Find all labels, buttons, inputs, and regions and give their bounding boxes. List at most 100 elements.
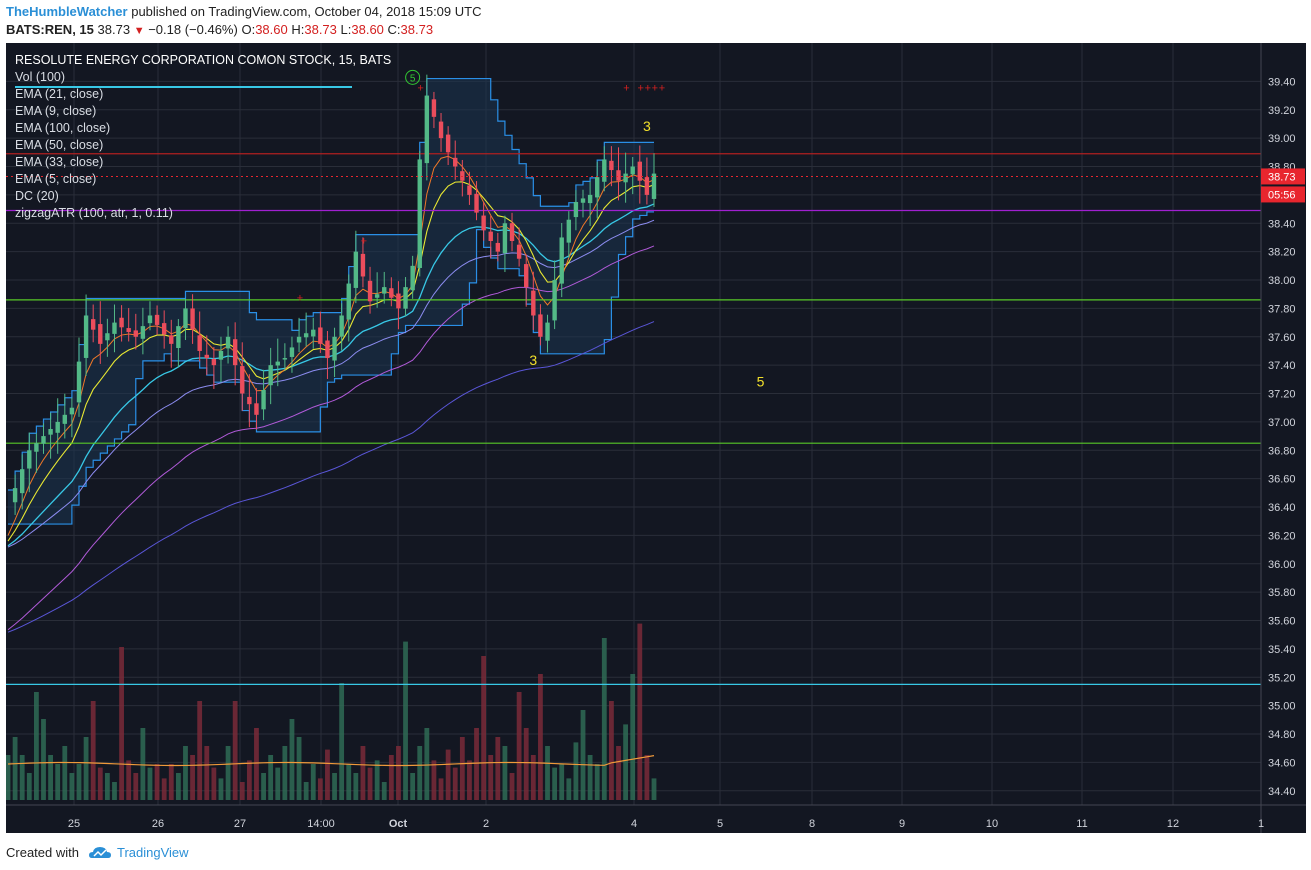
legend-item[interactable]: zigzagATR (100, atr, 1, 0.11) [15, 206, 173, 220]
candle-body [41, 436, 46, 444]
donchian-lower [8, 211, 654, 525]
volume-bar [438, 778, 444, 800]
price-tick-label: 35.40 [1268, 644, 1296, 656]
volume-bar [325, 749, 330, 800]
volume-bar [289, 719, 295, 800]
last-price: 38.73 [97, 22, 131, 37]
volume-bar [474, 728, 479, 800]
candle-body [318, 327, 323, 344]
legend-item[interactable]: EMA (100, close) [15, 121, 111, 135]
volume-bar [211, 767, 217, 800]
candle-body [254, 403, 259, 415]
legend-item[interactable]: DC (20) [15, 189, 59, 203]
volume-bar [26, 773, 32, 800]
candle-body [566, 219, 572, 243]
symbol-label: BATS:REN, 15 [6, 22, 94, 37]
volume-bar [261, 773, 266, 800]
high-value: 38.73 [304, 22, 337, 37]
volume-bar [154, 764, 160, 800]
ema-5-line [7, 155, 655, 536]
price-tick-label: 39.20 [1268, 105, 1296, 117]
candle-body [90, 319, 96, 330]
legend-item[interactable]: EMA (33, close) [15, 155, 104, 169]
legend-underline [15, 86, 352, 88]
candle-body [644, 177, 650, 195]
volume-bar [424, 728, 430, 800]
candle-body [580, 198, 586, 203]
candle-body [83, 315, 89, 358]
volume-bar [367, 767, 373, 800]
volume-bar [161, 778, 167, 800]
volume-bar [410, 773, 416, 800]
time-tick-label: 25 [68, 818, 80, 830]
volume-bar [516, 692, 522, 800]
candle-body [325, 340, 330, 359]
volume-bar [33, 692, 39, 800]
candle-body [232, 339, 238, 366]
candle-body [595, 177, 600, 198]
candle-body [176, 326, 181, 349]
candle-body [531, 290, 536, 316]
open-value: 38.60 [255, 22, 288, 37]
candle-body [431, 99, 437, 117]
legend-item[interactable]: EMA (5, close) [15, 172, 97, 186]
footer: Created with TradingView [6, 845, 189, 860]
legend-item[interactable]: Vol (100) [15, 70, 66, 84]
volume-bar [112, 782, 117, 800]
author-link[interactable]: TheHumbleWatcher [6, 4, 128, 19]
published-text: published on TradingView.com, October 04… [131, 4, 482, 19]
price-tick-label: 37.00 [1268, 417, 1296, 429]
low-label: L: [340, 22, 352, 37]
price-axis[interactable]: 39.4039.2039.0038.8038.6038.4038.2038.00… [6, 43, 1306, 833]
volume-bar [183, 746, 188, 800]
volume-bar [97, 767, 103, 800]
candle-body [410, 265, 415, 291]
volume-bar [239, 782, 245, 800]
candle-body [225, 336, 231, 349]
candle-body [573, 201, 579, 218]
volume-bar [62, 746, 68, 800]
tradingview-link[interactable]: TradingView [116, 845, 189, 860]
volume-bar [83, 737, 89, 800]
time-axis[interactable]: 25 26 27 14:00 Oct 2 4 5 8 9 10 11 12 1 [6, 804, 1306, 830]
volume-bar [552, 767, 558, 800]
countdown-tag [1261, 186, 1305, 203]
volume-bar [538, 674, 543, 800]
volume-bar [268, 755, 274, 800]
ohlc-header: BATS:REN, 15 38.73 ▼ −0.18 (−0.46%) O:38… [6, 22, 433, 37]
close-value: 38.73 [400, 22, 434, 37]
price-tick-label: 38.40 [1268, 218, 1296, 230]
volume-bar [246, 760, 252, 800]
candle-body [76, 361, 82, 403]
legend-item[interactable]: EMA (9, close) [15, 104, 97, 118]
candle-body [140, 326, 146, 339]
candle-body [133, 330, 138, 337]
volume-bar [346, 764, 352, 800]
candle-body [204, 354, 209, 359]
volume-bar [396, 746, 401, 800]
zigzag-marker: + [659, 82, 665, 94]
ema-9-line [7, 181, 655, 542]
volume-bar [55, 764, 61, 800]
wave-label-circle [405, 69, 421, 85]
volume-bar [545, 746, 550, 800]
volume-bar [119, 647, 124, 800]
candle-body [332, 336, 337, 361]
legend-item[interactable]: EMA (21, close) [15, 87, 104, 101]
price-tick-label: 36.60 [1268, 474, 1296, 486]
volume-bar [403, 641, 408, 800]
created-with-text: Created with [6, 845, 79, 860]
zigzag-marker: + [652, 82, 658, 94]
price-tick-label: 36.40 [1268, 502, 1296, 514]
zigzag-marker: + [361, 236, 367, 248]
legend-item[interactable]: EMA (50, close) [15, 138, 104, 152]
volume-bar [303, 782, 309, 800]
price-tick-label: 35.00 [1268, 701, 1296, 713]
price-tick-label: 37.60 [1268, 332, 1296, 344]
candle-body [424, 95, 430, 164]
volume-bar [566, 778, 572, 800]
volume-bar [232, 701, 238, 800]
price-tick-label: 35.60 [1268, 616, 1296, 628]
volume-bar [339, 683, 345, 800]
